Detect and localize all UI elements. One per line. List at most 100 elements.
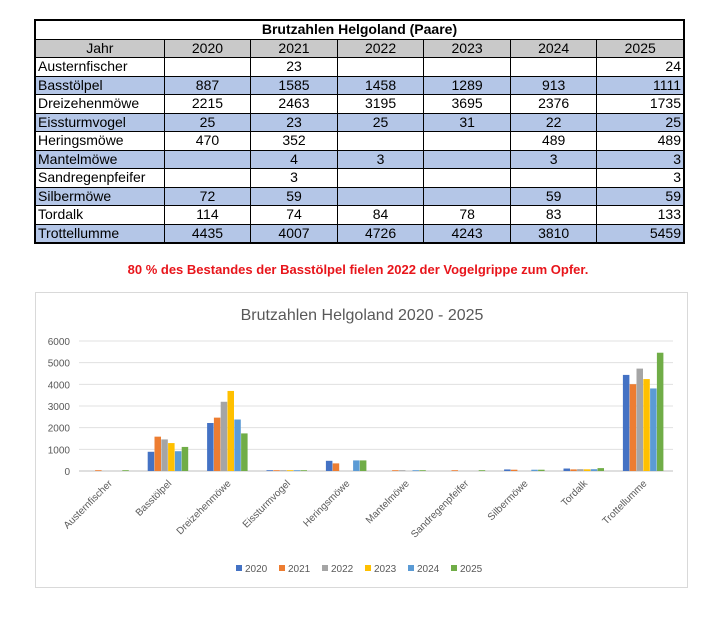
species-cell: Tordalk: [34, 205, 165, 225]
column-header: 2022: [336, 38, 425, 58]
bar-2022: [398, 470, 406, 471]
bar-2024: [174, 451, 182, 471]
legend-label: 2025: [460, 564, 483, 575]
bar-2022: [220, 401, 228, 471]
bar-2025: [300, 470, 307, 471]
bar-2021: [392, 470, 399, 471]
count-cell: 59: [596, 186, 685, 206]
table-row: Austernfischer 23 24: [34, 57, 685, 77]
bar-2021: [213, 417, 221, 471]
bar-2023: [583, 469, 591, 471]
x-tick-label: Silbermöwe: [486, 478, 531, 523]
legend-swatch-2022: [322, 565, 328, 571]
count-cell: 23: [250, 112, 338, 132]
bar-2021: [154, 436, 161, 471]
bar-2021: [95, 470, 102, 471]
table-title-row: Brutzahlen Helgoland (Paare): [34, 19, 685, 40]
bar-2024: [531, 469, 538, 471]
y-tick-label: 5000: [48, 359, 71, 370]
x-tick-label: Basstölpel: [134, 478, 174, 518]
count-cell: 887: [163, 75, 252, 95]
bar-2022: [280, 470, 287, 471]
bar-2020: [504, 469, 511, 471]
bar-2020: [325, 460, 333, 471]
count-cell: 4243: [423, 223, 511, 244]
count-cell: 84: [336, 205, 425, 225]
y-tick-label: 2000: [48, 424, 71, 435]
legend-label: 2024: [417, 564, 440, 575]
count-cell: [423, 131, 511, 151]
count-cell: 5459: [596, 223, 685, 244]
count-cell: 3: [336, 149, 425, 169]
count-cell: 59: [509, 186, 598, 206]
bar-2022: [577, 469, 584, 471]
count-cell: 3: [509, 149, 598, 169]
bar-2023: [168, 443, 175, 471]
x-tick-label: Eissturmvogel: [241, 478, 293, 530]
y-tick-label: 4000: [48, 380, 71, 391]
bar-chart: Brutzahlen Helgoland 2020 - 2025 0 1000 200…: [35, 292, 688, 588]
count-cell: 59: [250, 186, 338, 206]
count-cell: [423, 186, 511, 206]
count-cell: 4007: [250, 223, 338, 244]
bar-2021: [629, 384, 637, 471]
count-cell: 1289: [423, 75, 511, 95]
count-cell: 3: [596, 149, 685, 169]
column-header: 2025: [596, 38, 685, 58]
bar-2025: [241, 433, 248, 471]
x-tick-label: Dreizehenmöwe: [175, 478, 234, 537]
count-cell: [423, 168, 511, 188]
count-cell: 72: [163, 186, 252, 206]
bar-2020: [266, 470, 273, 471]
column-header: 2024: [509, 38, 598, 58]
bar-2024: [234, 419, 241, 471]
count-cell: [336, 57, 425, 77]
column-header: 2020: [163, 38, 252, 58]
count-cell: [423, 149, 511, 169]
legend-swatch-2025: [451, 565, 457, 571]
species-cell: Heringsmöwe: [34, 131, 165, 151]
species-cell: Sandregenpfeifer: [34, 168, 165, 188]
legend-label: 2020: [245, 564, 268, 575]
bar-2024: [293, 470, 301, 471]
breeding-table: Brutzahlen Helgoland (Paare) Jahr 2020 2021…: [34, 19, 685, 244]
count-cell: 2215: [163, 94, 252, 114]
count-cell: 23: [250, 57, 338, 77]
chart-title: Brutzahlen Helgoland 2020 - 2025: [241, 307, 484, 324]
species-cell: Basstölpel: [34, 75, 165, 95]
y-tick-label: 6000: [48, 337, 71, 348]
count-cell: 489: [509, 131, 598, 151]
count-cell: [423, 57, 511, 77]
count-cell: 3195: [336, 94, 425, 114]
column-header: 2023: [423, 38, 511, 58]
legend-swatch-2023: [365, 565, 371, 571]
species-cell: Eissturmvogel: [34, 112, 165, 132]
count-cell: 4435: [163, 223, 252, 244]
bar-2021: [570, 469, 577, 471]
bar-2025: [181, 446, 189, 471]
bar-2025: [419, 470, 426, 471]
count-cell: 1735: [596, 94, 685, 114]
column-header: 2021: [250, 38, 338, 58]
count-cell: 1458: [336, 75, 425, 95]
species-cell: Austernfischer: [34, 57, 165, 77]
table-row: Dreizehenmöwe 2215 2463 3195 3695 2376 1735: [34, 94, 685, 114]
bar-2021: [273, 470, 280, 471]
count-cell: 22: [509, 112, 598, 132]
x-tick-label: Austernfischer: [62, 478, 115, 531]
count-cell: 3: [250, 168, 338, 188]
count-cell: [509, 168, 598, 188]
count-cell: 913: [509, 75, 598, 95]
count-cell: 1111: [596, 75, 685, 95]
bar-2021: [332, 463, 340, 471]
species-cell: Mantelmöwe: [34, 149, 165, 169]
note-text: 80 % des Bestandes der Basstölpel fielen…: [127, 262, 589, 277]
legend-label: 2023: [374, 564, 397, 575]
count-cell: [336, 131, 425, 151]
count-cell: 4: [250, 149, 338, 169]
count-cell: [509, 57, 598, 77]
bar-2020: [622, 374, 630, 471]
count-cell: 25: [596, 112, 685, 132]
species-cell: Silbermöwe: [34, 186, 165, 206]
x-tick-label: Tordalk: [559, 478, 590, 509]
